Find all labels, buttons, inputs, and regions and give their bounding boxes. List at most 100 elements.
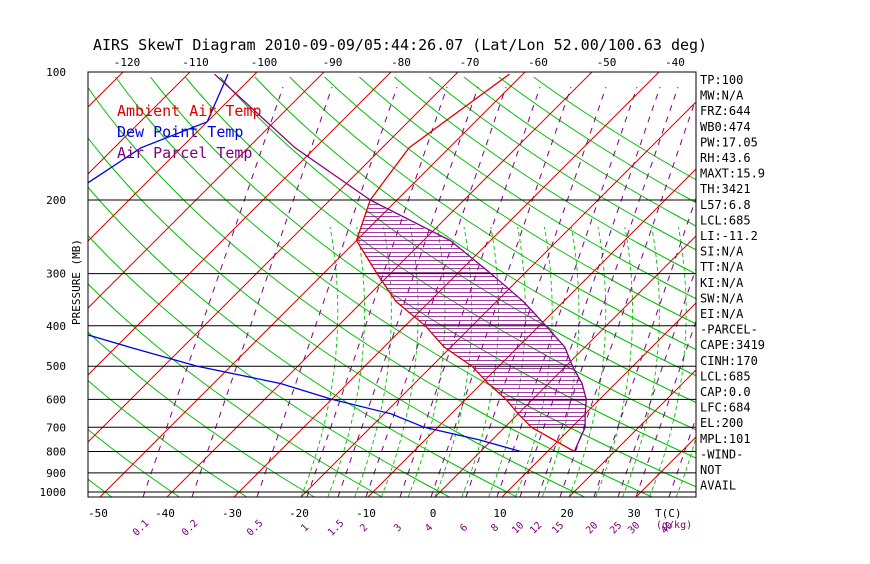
- dry-adiabat-line: [254, 76, 696, 377]
- isotherm-line: [99, 72, 526, 497]
- stats-entry: AVAIL: [700, 479, 736, 493]
- stats-entry: MW:N/A: [700, 89, 744, 103]
- isotherm-line: [88, 72, 191, 175]
- legend-entry: Dew Point Temp: [117, 123, 243, 141]
- dry-adiabat-line: [498, 76, 696, 204]
- bottom-tick-label: 30: [627, 507, 640, 520]
- mixing-ratio-line: [537, 86, 679, 497]
- bottom-tick-label: 10: [493, 507, 506, 520]
- plot-frame: [87, 71, 697, 498]
- legend: Ambient Air Temp Dew Point Temp Air Parcel…: [117, 102, 262, 162]
- stats-entry: MAXT:15.9: [700, 167, 765, 181]
- pressure-tick-label: 500: [46, 360, 66, 373]
- mixing-units-label: (g/kg): [656, 520, 692, 531]
- isotherm-line: [88, 72, 325, 309]
- top-tick-label: -110: [182, 56, 209, 69]
- mixing-ratio-line: [256, 86, 398, 497]
- mixing-ratio-line: [593, 196, 696, 497]
- chart-title: AIRS SkewT Diagram 2010-09-09/05:44:26.0…: [93, 36, 707, 54]
- bottom-tick-label: 20: [560, 507, 573, 520]
- dry-adiabat-line: [463, 76, 696, 227]
- top-tick-label: -100: [251, 56, 278, 69]
- dry-adiabat-line: [393, 76, 696, 275]
- stats-entry: LCL:685: [700, 369, 751, 383]
- stats-entry: EI:N/A: [700, 307, 744, 321]
- stats-entry: CINH:170: [700, 354, 758, 368]
- mixing-ratio-line: [191, 86, 333, 497]
- stats-entry: CAP:0.0: [700, 385, 751, 399]
- mixing-ratio-line: [465, 86, 607, 497]
- bottom-tick-label: -20: [289, 507, 309, 520]
- isotherm-line: [434, 235, 696, 497]
- bottom-axis-ticks: -50 -40 -30 -20 -10 0 10 20 30: [88, 507, 641, 520]
- bottom-tick-label: -50: [88, 507, 108, 520]
- stats-entry: RH:43.6: [700, 151, 751, 165]
- top-tick-label: -80: [391, 56, 411, 69]
- mixing-ratio-line: [519, 86, 661, 497]
- mixing-ratio-lines: [142, 86, 696, 497]
- isotherm-line: [88, 72, 392, 376]
- dry-adiabat-line: [324, 76, 696, 325]
- pressure-ticks: 100 200 300 400 500 600 700 800 900 1000: [40, 66, 67, 499]
- legend-entry: Ambient Air Temp: [117, 102, 262, 120]
- stats-entry: TP:100: [700, 73, 743, 87]
- bottom-tick-label: 0: [430, 507, 437, 520]
- pressure-tick-label: 600: [46, 393, 66, 406]
- stats-entry: LFC:684: [700, 401, 751, 415]
- isobar-lines: [88, 199, 696, 493]
- mixing-ratio-line: [496, 86, 638, 497]
- stats-entry: EL:200: [700, 416, 743, 430]
- pressure-tick-label: 800: [46, 446, 66, 459]
- pressure-tick-label: 1000: [40, 486, 67, 499]
- series-line: [355, 73, 575, 453]
- isotherm-line: [501, 302, 696, 497]
- top-tick-label: -70: [460, 56, 480, 69]
- stats-entry: FRZ:644: [700, 104, 751, 118]
- stats-entry: L57:6.8: [700, 198, 751, 212]
- pressure-tick-label: 100: [46, 66, 66, 79]
- stats-entry: LI:-11.2: [700, 229, 758, 243]
- top-tick-label: -120: [114, 56, 141, 69]
- stats-entry: PW:17.05: [700, 135, 758, 149]
- series-line: [88, 73, 521, 453]
- pressure-tick-label: 300: [46, 268, 66, 281]
- stats-entry: SW:N/A: [700, 291, 744, 305]
- y-axis-label: PRESSURE (MB): [70, 239, 83, 325]
- stats-entry: TT:N/A: [700, 260, 744, 274]
- mixing-ratio-line: [559, 97, 696, 497]
- stats-entry: KI:N/A: [700, 276, 744, 290]
- dry-adiabat-line: [428, 76, 696, 251]
- mixing-ratio-line: [617, 267, 696, 497]
- mixing-ratio-line: [337, 86, 479, 497]
- cape-hatch-area: [356, 204, 587, 425]
- dry-adiabat-line: [289, 76, 696, 351]
- mixing-ratio-line: [306, 86, 448, 497]
- top-axis-ticks: -120 -110 -100 -90 -80 -70 -60 -50 -40: [114, 56, 685, 69]
- bottom-tick-label: -10: [356, 507, 376, 520]
- isotherm-line: [367, 168, 696, 497]
- top-tick-label: -90: [323, 56, 343, 69]
- pressure-tick-label: 400: [46, 320, 66, 333]
- isotherm-line: [300, 101, 696, 497]
- series-line: [214, 73, 587, 452]
- sounding-series: [88, 73, 587, 453]
- isotherm-line: [166, 72, 593, 497]
- mixing-ratio-line: [142, 86, 284, 497]
- stats-entry: TH:3421: [700, 182, 751, 196]
- pressure-tick-label: 900: [46, 467, 66, 480]
- dry-adiabat-line: [219, 76, 696, 404]
- isotherm-line: [88, 72, 258, 242]
- isotherm-line: [568, 369, 696, 497]
- pressure-tick-label: 200: [46, 194, 66, 207]
- stats-entry: -WIND-: [700, 447, 743, 461]
- legend-entry: Air Parcel Temp: [117, 144, 252, 162]
- stats-entry: SI:N/A: [700, 245, 744, 259]
- pressure-tick-label: 700: [46, 421, 66, 434]
- top-tick-label: -50: [597, 56, 617, 69]
- mixing-ratio-line: [430, 86, 572, 497]
- bottom-tick-label: -40: [155, 507, 175, 520]
- isotherm-line: [88, 72, 459, 443]
